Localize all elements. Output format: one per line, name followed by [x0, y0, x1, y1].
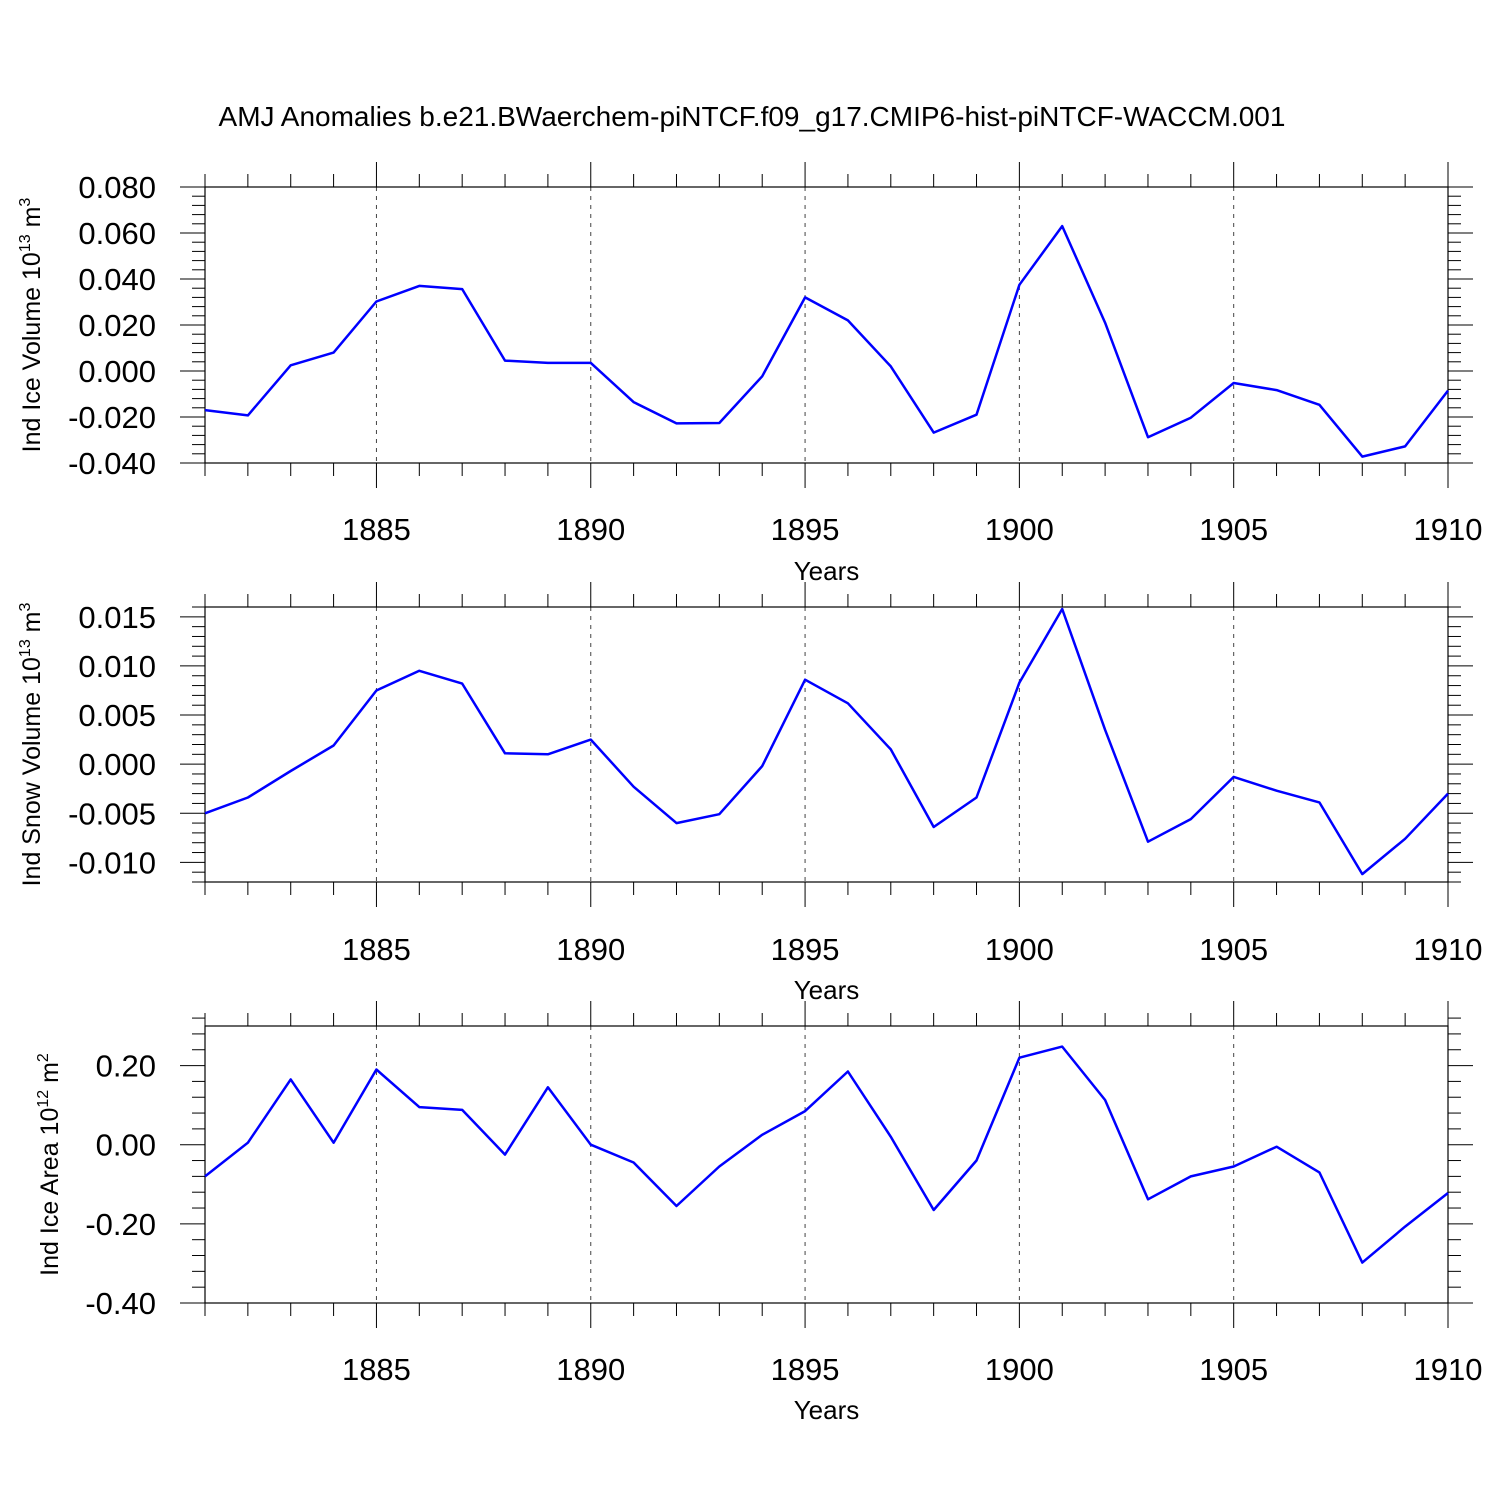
- x-tick-label: 1890: [556, 932, 625, 967]
- y-tick-label: 0.060: [78, 216, 156, 251]
- y-axis-title-superscript: 12: [35, 1090, 52, 1108]
- panels: -0.040 -0.020 0.000 0.020 0.040 0.060 0.080 188…: [17, 162, 1482, 1425]
- y-axis-title-part: Ind Snow Volume 10: [18, 657, 46, 886]
- x-axis-title: Years: [794, 1395, 860, 1425]
- y-tick-label: 0.000: [78, 747, 156, 782]
- x-tick-label: 1895: [771, 932, 840, 967]
- y-tick-label: 0.010: [78, 649, 156, 684]
- y-axis-title-superscript: 2: [35, 1053, 52, 1062]
- plot-frame: [204, 1025, 1449, 1304]
- x-tick-label: 1885: [342, 512, 411, 547]
- y-tick-label: 0.040: [78, 262, 156, 297]
- y-tick-label: 0.015: [78, 600, 156, 635]
- chart-panel-2: -0.010 -0.005 0.000 0.005 0.010 0.015 1885 1890…: [17, 582, 1482, 1005]
- y-axis-title: Ind Ice Volume 1013 m3: [17, 198, 46, 453]
- x-tick-label: 1900: [985, 932, 1054, 967]
- y-tick-label: -0.20: [85, 1207, 156, 1242]
- series-line-1: [204, 607, 1449, 876]
- y-tick-label: -0.040: [68, 446, 156, 481]
- plot-frame: [204, 186, 1449, 464]
- y-axis-title-part: m: [36, 1062, 64, 1090]
- y-axis-title-superscript: 13: [17, 234, 34, 252]
- x-tick-label: 1905: [1199, 932, 1268, 967]
- figure-title: AMJ Anomalies b.e21.BWaerchem-piNTCF.f09…: [219, 101, 1286, 132]
- y-tick-label: -0.020: [68, 400, 156, 435]
- series-line-1: [204, 1045, 1449, 1264]
- y-tick-label: -0.010: [68, 845, 156, 880]
- x-tick-label: 1895: [771, 512, 840, 547]
- y-axis-title-superscript: 13: [17, 639, 34, 657]
- chart-panel-1: -0.040 -0.020 0.000 0.020 0.040 0.060 0.080 188…: [17, 162, 1482, 586]
- chart-panel-3: -0.40 -0.20 0.00 0.20 1885 1890 1895 1900 1905 19…: [35, 1001, 1482, 1425]
- plot-frame: [204, 606, 1449, 883]
- y-tick-label: 0.00: [96, 1128, 156, 1163]
- y-tick-label: 0.000: [78, 354, 156, 389]
- y-axis-title: Ind Ice Area 1012 m2: [35, 1053, 64, 1276]
- y-axis-title-part: m: [18, 207, 46, 235]
- y-tick-label: -0.40: [85, 1286, 156, 1321]
- x-tick-label: 1900: [985, 512, 1054, 547]
- y-axis-title-part: m: [18, 612, 46, 640]
- x-tick-label: 1910: [1414, 1352, 1483, 1387]
- y-axis-title-superscript: 3: [17, 198, 34, 207]
- x-tick-label: 1890: [556, 1352, 625, 1387]
- y-axis-title-part: Ind Ice Area 10: [36, 1108, 64, 1276]
- y-axis-title: Ind Snow Volume 1013 m3: [17, 603, 46, 887]
- x-tick-label: 1905: [1199, 512, 1268, 547]
- x-tick-label: 1885: [342, 932, 411, 967]
- y-axis-title-part: Ind Ice Volume 10: [18, 252, 46, 452]
- y-tick-label: 0.020: [78, 308, 156, 343]
- y-tick-label: 0.005: [78, 698, 156, 733]
- y-tick-label: -0.005: [68, 796, 156, 831]
- y-tick-label: 0.20: [96, 1049, 156, 1084]
- x-tick-label: 1900: [985, 1352, 1054, 1387]
- x-tick-label: 1890: [556, 512, 625, 547]
- x-tick-label: 1910: [1414, 512, 1483, 547]
- x-tick-label: 1910: [1414, 932, 1483, 967]
- x-tick-label: 1905: [1199, 1352, 1268, 1387]
- x-axis-title: Years: [794, 975, 860, 1005]
- x-axis-title: Years: [794, 556, 860, 586]
- y-tick-label: 0.080: [78, 170, 156, 205]
- x-tick-label: 1885: [342, 1352, 411, 1387]
- x-tick-label: 1895: [771, 1352, 840, 1387]
- y-axis-title-superscript: 3: [17, 603, 34, 612]
- series-line-1: [204, 224, 1449, 458]
